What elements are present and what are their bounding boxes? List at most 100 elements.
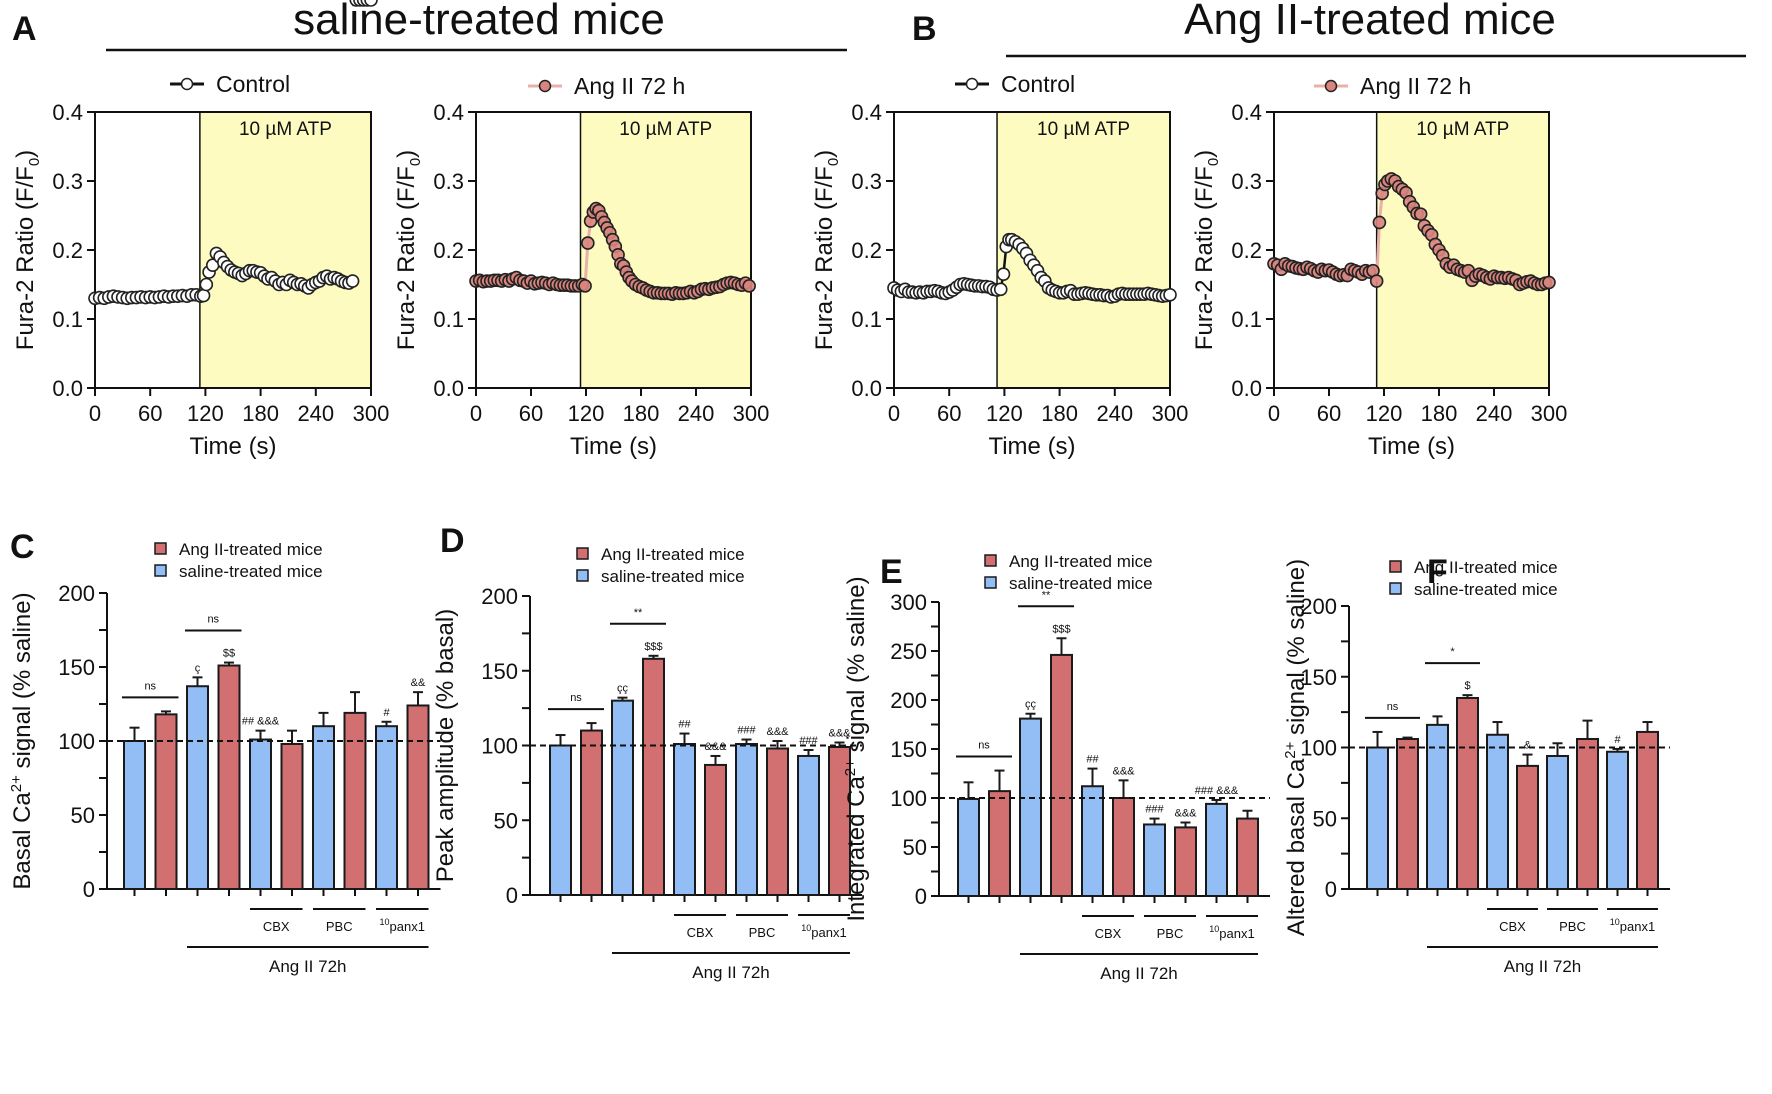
- significance-label: ###: [1145, 804, 1164, 816]
- bar-saline: [1081, 785, 1104, 897]
- x-tick-label: 300: [353, 401, 390, 426]
- legend-swatch-saline: [1389, 582, 1402, 595]
- bar-angii: [1396, 738, 1419, 891]
- group-label: 10panx1: [1209, 924, 1254, 941]
- x-tick-label: 60: [519, 401, 543, 426]
- significance-label: &&: [411, 677, 426, 689]
- y-tick-label: 150: [890, 737, 927, 762]
- y-tick-label: 0.3: [433, 169, 464, 194]
- y-tick-label: 0.1: [52, 307, 83, 332]
- x-tick-label: 0: [888, 401, 900, 426]
- group-label: PBC: [1157, 926, 1184, 941]
- y-tick-label: 0: [83, 877, 95, 902]
- y-tick-label: 0: [1325, 877, 1337, 902]
- x-tick-label: 240: [1476, 401, 1513, 426]
- treatment-label: Ang II 72h: [692, 963, 770, 982]
- bar-saline: [1546, 754, 1569, 890]
- y-tick-label: 0.4: [52, 100, 83, 125]
- bar-saline: [549, 744, 572, 896]
- x-tick-label: 180: [623, 401, 660, 426]
- y-tick-label: 150: [1300, 665, 1337, 690]
- significance-label: ###: [799, 735, 818, 747]
- bar-saline: [735, 743, 758, 896]
- atp-stimulus-region: [579, 111, 752, 389]
- bar-angii: [1636, 730, 1659, 890]
- legend-label: Ang II-treated mice: [179, 540, 323, 559]
- data-point: [581, 236, 595, 250]
- data-point: [1372, 215, 1387, 230]
- legend: Ang II-treated mice saline-treated mice: [1389, 558, 1558, 599]
- legend: Ang II 72 h: [1314, 73, 1471, 99]
- y-tick-label: 0.3: [851, 169, 882, 194]
- bar-angii: [704, 763, 727, 896]
- bar-angii: [1174, 826, 1197, 898]
- significance-label: $$: [223, 648, 235, 660]
- x-tick-label: 240: [1096, 401, 1133, 426]
- legend-swatch-saline: [154, 564, 167, 577]
- group-label: PBC: [749, 925, 776, 940]
- y-tick-label: 0.0: [52, 376, 83, 401]
- x-axis-title: Time (s): [189, 433, 276, 460]
- legend-swatch-angii: [1389, 560, 1402, 573]
- bar-saline: [957, 797, 980, 897]
- panel-letter-E: E: [880, 553, 903, 591]
- bar-angii: [1112, 797, 1135, 897]
- data-point: [1369, 274, 1384, 288]
- line-chart-B-angii: 10 µM ATP 0.0 0.1 0.2 0.3 0.4 0 60 120 180 240 300 T…: [1191, 73, 1567, 460]
- bar-saline: [611, 699, 634, 897]
- header-A: A saline-treated mice: [12, 0, 847, 52]
- legend-marker: [1324, 79, 1338, 93]
- bar-saline: [1019, 717, 1042, 897]
- header-B: B Ang II-treated mice: [912, 0, 1746, 58]
- bar-saline: [1606, 750, 1629, 890]
- y-tick-label: 0.4: [433, 100, 464, 125]
- y-axis-title: Fura-2 Ratio (F/F0): [811, 150, 842, 350]
- significance-label: ##: [1086, 754, 1099, 766]
- significance-label: çç: [617, 683, 629, 695]
- bar-angii: [766, 747, 789, 896]
- y-tick-label: 100: [481, 734, 518, 759]
- x-tick-label: 300: [733, 401, 770, 426]
- legend-label: Control: [216, 71, 290, 97]
- atp-stimulus-region: [1375, 111, 1550, 389]
- bar-angii: [217, 664, 241, 891]
- comparison-label: **: [634, 607, 643, 619]
- bar-angii: [280, 742, 304, 891]
- treatment-label: Ang II 72h: [1504, 957, 1582, 976]
- y-tick-label: 200: [890, 688, 927, 713]
- bar-saline: [375, 725, 398, 891]
- group-label: PBC: [1559, 919, 1586, 934]
- significance-label: ### &&&: [1195, 785, 1239, 797]
- bar-chart-E: E 0 50 100 150 200 250 300 Integrated Ca2+ signa…: [842, 552, 1270, 983]
- legend: Ang II-treated mice saline-treated mice: [576, 545, 745, 586]
- significance-label: &: [1524, 740, 1532, 752]
- treatment-label: Ang II 72h: [1100, 964, 1178, 983]
- atp-annotation: 10 µM ATP: [619, 119, 712, 140]
- significance-label: çç: [1025, 699, 1037, 711]
- significance-label: ###: [737, 725, 756, 737]
- y-tick-label: 0.2: [433, 238, 464, 263]
- significance-label: $$$: [1052, 623, 1070, 635]
- legend-label: Ang II 72 h: [574, 73, 685, 99]
- bar-angii: [1456, 696, 1479, 890]
- x-tick-label: 60: [937, 401, 961, 426]
- panel-letter-B: B: [912, 10, 937, 48]
- y-tick-label: 0.0: [851, 376, 882, 401]
- data-point: [578, 279, 592, 293]
- y-tick-label: 0.2: [851, 238, 882, 263]
- x-tick-label: 240: [297, 401, 334, 426]
- x-tick-label: 60: [138, 401, 162, 426]
- legend-label: saline-treated mice: [601, 567, 745, 586]
- legend-label: Control: [1001, 71, 1075, 97]
- y-tick-label: 0.2: [52, 238, 83, 263]
- data-point: [993, 282, 1008, 297]
- legend-label: saline-treated mice: [1414, 580, 1558, 599]
- x-tick-label: 0: [1268, 401, 1280, 426]
- comparison-label: *: [1450, 646, 1455, 658]
- y-axis-title: Basal Ca2+ signal (% saline): [8, 592, 36, 889]
- group-label: CBX: [1095, 926, 1122, 941]
- legend: Ang II-treated mice saline-treated mice: [984, 552, 1153, 593]
- y-tick-label: 0.0: [433, 376, 464, 401]
